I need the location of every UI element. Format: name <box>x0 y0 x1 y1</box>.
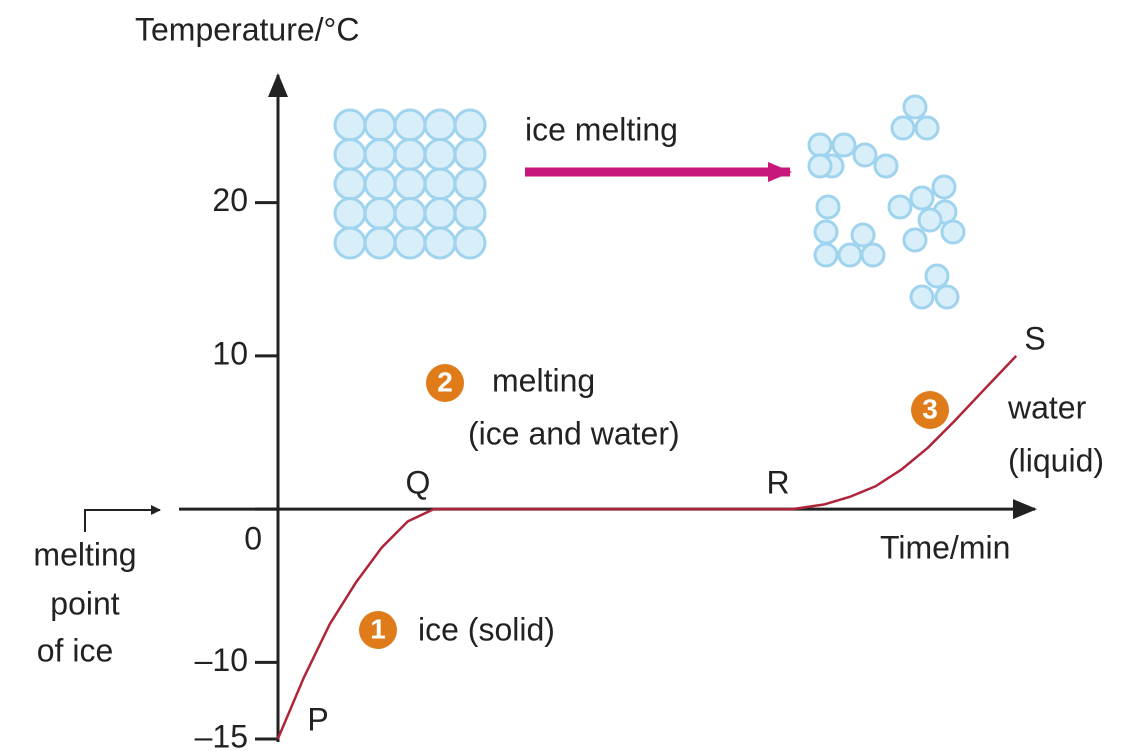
ice-particle <box>425 199 455 229</box>
point-label: Q <box>406 464 431 500</box>
water-particle <box>933 176 955 198</box>
arrow-label: ice melting <box>525 111 678 147</box>
ice-particle <box>455 110 485 140</box>
water-particle <box>815 221 837 243</box>
point-label: P <box>307 701 328 737</box>
water-particle <box>833 134 855 156</box>
stage-label: water <box>1007 389 1087 425</box>
y-tick-label: –15 <box>195 718 248 751</box>
ice-particle <box>365 228 395 258</box>
water-particle <box>942 221 964 243</box>
ice-particle <box>455 228 485 258</box>
water-particle <box>911 286 933 308</box>
water-particle <box>911 187 933 209</box>
ice-particle <box>455 199 485 229</box>
ice-particle <box>395 199 425 229</box>
stage-label: (liquid) <box>1008 442 1104 478</box>
y-axis-title: Temperature/°C <box>135 11 359 47</box>
ice-particle <box>335 228 365 258</box>
ice-particle <box>395 110 425 140</box>
water-particle <box>936 286 958 308</box>
ice-particle <box>395 169 425 199</box>
water-particle <box>839 244 861 266</box>
water-particle <box>809 155 831 177</box>
ice-particle <box>425 228 455 258</box>
ice-particle <box>455 169 485 199</box>
ice-particle <box>335 110 365 140</box>
water-particle <box>875 155 897 177</box>
ice-particle <box>335 169 365 199</box>
y-tick-label: 10 <box>212 335 248 371</box>
ice-particle <box>425 140 455 170</box>
water-particle <box>854 144 876 166</box>
stage-number: 3 <box>922 393 938 424</box>
ice-particle <box>425 169 455 199</box>
water-particle <box>815 244 837 266</box>
ice-particle <box>365 199 395 229</box>
water-particle <box>852 224 874 246</box>
ice-particle <box>425 110 455 140</box>
water-particle <box>904 96 926 118</box>
point-label: S <box>1024 320 1045 356</box>
stage-number: 1 <box>370 613 386 644</box>
chart: Temperature/°C Time/min ice melting melt… <box>0 0 1140 751</box>
page: Temperature/°C Time/min ice melting melt… <box>0 0 1140 751</box>
ice-particle <box>335 199 365 229</box>
water-particle <box>817 196 839 218</box>
ice-particle <box>365 140 395 170</box>
water-particle <box>904 229 926 251</box>
ice-particle <box>365 110 395 140</box>
melting-point-label: of ice <box>37 632 113 668</box>
water-particle <box>809 134 831 156</box>
water-particle <box>892 117 914 139</box>
water-particle <box>926 265 948 287</box>
water-particle <box>919 209 941 231</box>
ice-particle <box>395 140 425 170</box>
ice-particle <box>395 228 425 258</box>
x-axis-title: Time/min <box>880 529 1010 565</box>
water-particle <box>916 117 938 139</box>
ice-particle <box>365 169 395 199</box>
point-label: R <box>766 464 789 500</box>
y-tick-label: –10 <box>195 642 248 678</box>
stage-number: 2 <box>437 366 453 397</box>
melting-point-label: point <box>50 585 120 621</box>
melting-point-arrow <box>85 510 160 532</box>
melting-point-label: melting <box>33 536 136 572</box>
y-tick-label: 20 <box>212 182 248 218</box>
stage-label: melting <box>492 362 595 398</box>
y-tick-label: 0 <box>244 521 262 557</box>
ice-particle <box>455 140 485 170</box>
water-particle <box>889 196 911 218</box>
water-particle <box>862 244 884 266</box>
stage-label: (ice and water) <box>468 415 680 451</box>
ice-particle <box>335 140 365 170</box>
stage-label: ice (solid) <box>418 611 555 647</box>
